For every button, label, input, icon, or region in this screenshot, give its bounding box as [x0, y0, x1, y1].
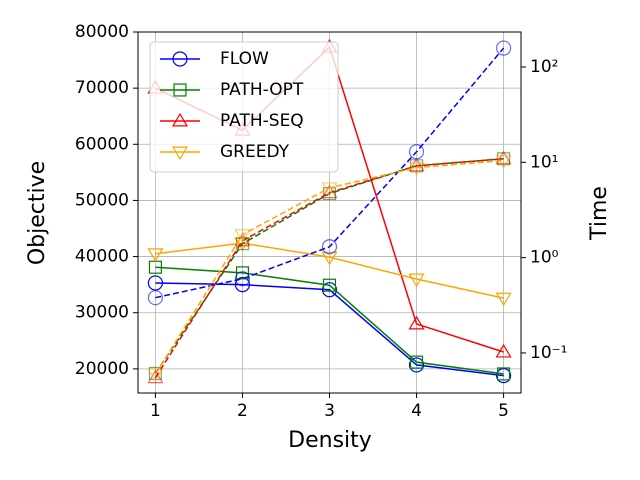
marker — [495, 155, 512, 169]
legend-label: PATH-SEQ — [220, 111, 304, 131]
y-tick-label: 30000 — [75, 303, 129, 323]
marker — [495, 40, 512, 56]
series — [148, 260, 511, 381]
marker — [408, 273, 425, 288]
marker — [234, 229, 251, 243]
y-tick-label: 70000 — [75, 78, 129, 98]
marker — [495, 343, 512, 358]
x-tick-label: 2 — [237, 401, 248, 421]
legend-marker — [171, 146, 189, 161]
x-tick-label: 3 — [324, 401, 335, 421]
y2-tick-label: 10⁰ — [530, 248, 559, 268]
marker — [321, 251, 338, 266]
marker — [409, 355, 424, 369]
x-tick-label: 1 — [150, 401, 161, 421]
marker — [147, 248, 164, 262]
marker — [147, 368, 164, 383]
marker — [495, 367, 512, 384]
y-axis-label: Objective — [25, 161, 50, 265]
plot-frame — [137, 31, 522, 394]
y2-tick-label: 10² — [530, 57, 558, 77]
series — [147, 237, 512, 307]
legend-label: FLOW — [220, 49, 269, 69]
legend-box — [149, 41, 339, 173]
series-line — [155, 242, 504, 299]
y2-tick-label: 10⁻¹ — [530, 343, 567, 363]
x-tick-label: 4 — [411, 401, 422, 421]
y-tick-label: 20000 — [75, 359, 129, 379]
y-tick-label: 50000 — [75, 190, 129, 210]
series-line — [154, 158, 504, 379]
legend-marker — [172, 51, 188, 67]
marker — [234, 271, 251, 287]
marker — [408, 162, 425, 176]
legend-marker — [171, 112, 189, 127]
y2-axis-label: Time — [587, 186, 612, 241]
y-tick-label: 80000 — [75, 22, 129, 42]
marker — [408, 357, 425, 373]
marker — [234, 277, 251, 293]
marker — [321, 184, 338, 199]
series — [147, 155, 512, 383]
legend-label: PATH-OPT — [220, 80, 304, 100]
legend-marker — [173, 83, 187, 97]
marker — [497, 367, 511, 381]
y-tick-label: 60000 — [75, 134, 129, 154]
marker — [321, 182, 338, 197]
marker — [321, 239, 338, 255]
legend: FLOW PATH-OPT PATH-SEQ GREEDY — [149, 41, 339, 173]
series-line — [155, 282, 504, 377]
x-axis-label: Density — [288, 428, 372, 453]
series-line — [154, 158, 504, 374]
marker — [235, 266, 250, 280]
marker — [408, 315, 425, 330]
marker — [495, 292, 512, 307]
marker — [321, 282, 338, 298]
marker — [322, 278, 337, 292]
y2-tick-label: 10¹ — [530, 152, 558, 172]
marker — [495, 150, 512, 165]
series-line — [154, 159, 504, 375]
legend-label: GREEDY — [220, 142, 290, 162]
marker — [147, 369, 164, 384]
y-tick-label: 40000 — [75, 247, 129, 267]
marker — [408, 157, 425, 172]
marker — [147, 290, 164, 306]
x-tick-label: 5 — [498, 401, 509, 421]
series-line — [155, 266, 504, 375]
marker — [147, 275, 164, 291]
marker — [148, 366, 162, 380]
series — [147, 275, 512, 384]
